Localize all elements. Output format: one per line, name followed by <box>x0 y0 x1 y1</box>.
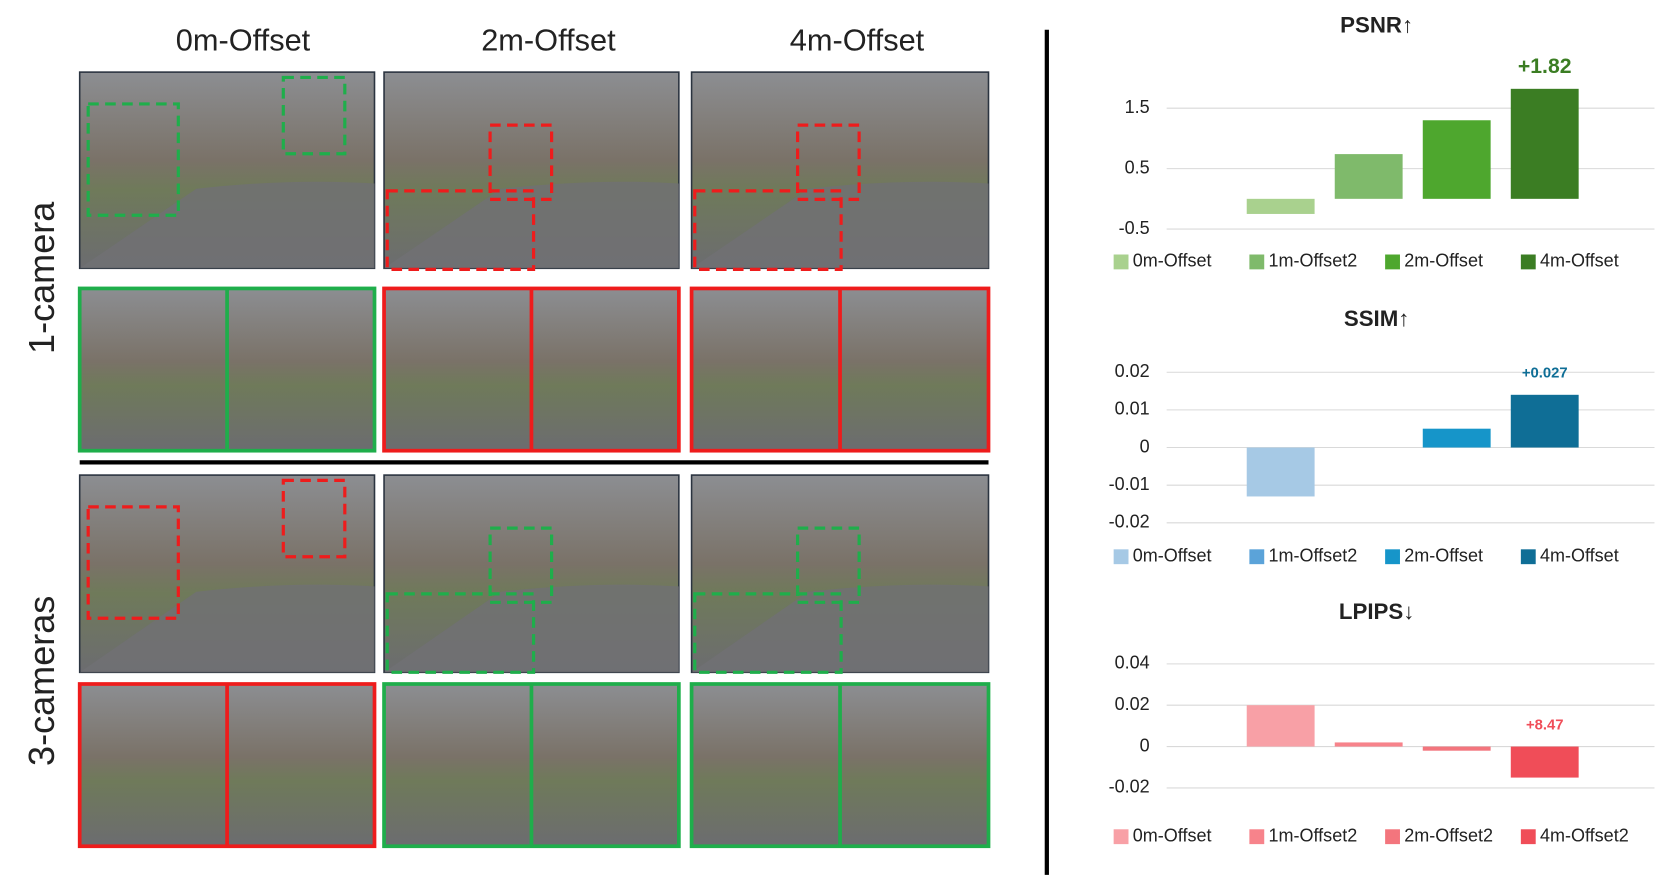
legend-label: 1m-Offset2 <box>1268 825 1357 845</box>
annotation: +1.82 <box>1518 55 1572 78</box>
y-tick-label: -0.5 <box>1119 218 1150 238</box>
chart-title: SSIM↑ <box>1344 306 1410 331</box>
legend-swatch <box>1249 549 1265 565</box>
dashed-box <box>693 592 843 674</box>
chart-title: PSNR↑ <box>1340 12 1413 37</box>
legend-swatch <box>1520 549 1536 565</box>
legend-label: 4m-Offset2 <box>1540 825 1629 845</box>
y-tick-label: 1.5 <box>1125 97 1150 117</box>
dashed-box <box>86 505 180 620</box>
chart-title: LPIPS↓ <box>1339 599 1414 624</box>
annotation: +0.027 <box>1522 366 1568 382</box>
dashed-box <box>281 478 347 559</box>
legend-swatch <box>1520 829 1536 845</box>
legend-label: 2m-Offset <box>1404 546 1483 566</box>
road <box>691 584 989 673</box>
bar <box>1422 120 1491 199</box>
y-tick-label: 0 <box>1140 735 1150 755</box>
legend-label: 0m-Offset <box>1133 546 1212 566</box>
y-tick-label: 0.02 <box>1115 361 1150 381</box>
dashed-box <box>385 592 536 674</box>
bar <box>1422 428 1491 448</box>
legend-label: 1m-Offset2 <box>1268 546 1357 566</box>
road <box>384 584 679 673</box>
image-grid: 0m-Offset 2m-Offset 4m-Offset 1-camera 3… <box>21 23 989 766</box>
legend-label: 4m-Offset <box>1540 546 1619 566</box>
legend-label: 0m-Offset <box>1133 251 1212 271</box>
y-tick-label: -0.02 <box>1109 512 1150 532</box>
legend-swatch <box>1520 254 1536 270</box>
bar <box>1334 742 1403 747</box>
row-label: 3-cameras <box>21 596 62 766</box>
legend-swatch <box>1113 829 1129 845</box>
y-tick-label: 0 <box>1140 436 1150 456</box>
legend-swatch <box>1385 549 1400 565</box>
bar <box>1246 198 1315 214</box>
dashed-box <box>693 189 843 271</box>
legend-swatch <box>1113 254 1129 270</box>
bar <box>1334 154 1403 199</box>
legend-swatch <box>1385 254 1400 270</box>
legend-swatch <box>1113 549 1129 565</box>
legend-swatch <box>1249 254 1265 270</box>
column-label: 0m-Offset <box>176 23 311 58</box>
legend-label: 0m-Offset <box>1133 825 1212 845</box>
row-label: 1-camera <box>21 201 62 354</box>
bar <box>1246 705 1315 747</box>
bar <box>1510 394 1579 448</box>
y-tick-label: 0.04 <box>1115 653 1150 673</box>
legend-swatch <box>1249 829 1265 845</box>
y-tick-label: -0.02 <box>1109 777 1150 797</box>
y-tick-label: 0.02 <box>1115 694 1150 714</box>
y-tick-label: -0.01 <box>1109 474 1150 494</box>
column-label: 2m-Offset <box>481 23 616 58</box>
road <box>79 584 375 673</box>
legend-label: 2m-Offset2 <box>1404 825 1493 845</box>
y-tick-label: 0.5 <box>1125 157 1150 177</box>
road <box>79 181 375 269</box>
legend-label: 2m-Offset <box>1404 251 1483 271</box>
dashed-box <box>281 75 347 156</box>
y-tick-label: 0.01 <box>1115 399 1150 419</box>
bar <box>1510 88 1579 199</box>
bar <box>1422 746 1491 751</box>
dashed-box <box>86 102 180 217</box>
legend-swatch <box>1385 829 1400 845</box>
legend-label: 4m-Offset <box>1540 251 1619 271</box>
dashed-box <box>385 189 536 271</box>
annotation: +8.47 <box>1526 717 1564 733</box>
column-label: 4m-Offset <box>790 23 925 58</box>
bar <box>1510 746 1579 778</box>
road <box>691 181 989 269</box>
bar <box>1246 447 1315 497</box>
legend-label: 1m-Offset2 <box>1268 251 1357 271</box>
road <box>384 181 679 269</box>
